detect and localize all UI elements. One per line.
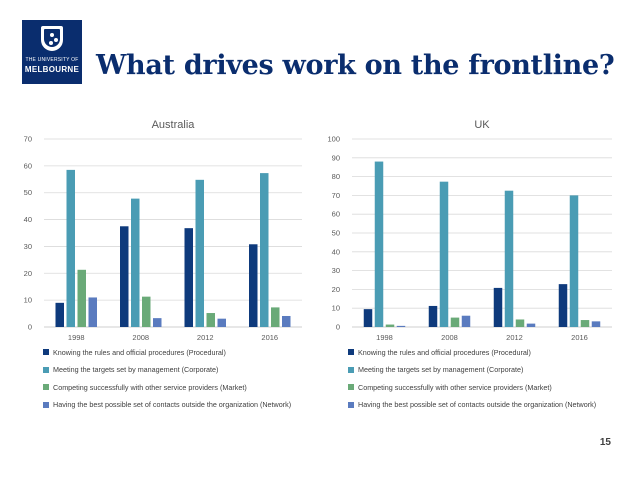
y-tick-label: 90 bbox=[332, 153, 340, 162]
bar-2008-series-1 bbox=[428, 305, 438, 327]
chart-australia: Australia 0 10 20 30 40 50 60 70 1998 2008 2012 2016 bbox=[24, 119, 302, 342]
legend-item: Competing successfully with other servic… bbox=[348, 381, 552, 393]
legend-swatch bbox=[348, 366, 354, 373]
bar-2008-series-3 bbox=[142, 296, 151, 327]
y-tick-label: 60 bbox=[332, 210, 340, 219]
legend-item: Meeting the targets set by management (C… bbox=[43, 364, 218, 376]
legend-label: Knowing the rules and official procedure… bbox=[358, 347, 531, 357]
bar-2012-series-1 bbox=[493, 287, 503, 327]
x-tick-label: 2008 bbox=[441, 333, 458, 342]
bar-1998-series-2 bbox=[374, 161, 384, 327]
chart-uk: UK 0 10 20 30 40 50 60 70 80 90 100 1998 2008 2012 2016 bbox=[327, 119, 612, 342]
bar-2008-series-1 bbox=[120, 226, 129, 327]
legend-swatch bbox=[43, 384, 49, 390]
legend-item: Knowing the rules and official procedure… bbox=[43, 346, 226, 358]
x-tick-label: 2012 bbox=[197, 333, 214, 342]
y-tick-label: 10 bbox=[332, 304, 340, 313]
x-tick-label: 1998 bbox=[68, 333, 85, 342]
legend-label: Competing successfully with other servic… bbox=[358, 382, 552, 392]
bar-2016-series-3 bbox=[271, 307, 280, 327]
y-tick-label: 30 bbox=[332, 266, 340, 275]
y-tick-label: 0 bbox=[336, 323, 340, 332]
legend-swatch bbox=[43, 366, 49, 373]
bar-2008-series-4 bbox=[153, 318, 162, 327]
legend-swatch bbox=[43, 349, 49, 355]
bar-2008-series-2 bbox=[131, 198, 140, 327]
y-tick-label: 30 bbox=[24, 242, 32, 251]
y-tick-label: 60 bbox=[24, 161, 32, 170]
y-tick-label: 100 bbox=[327, 135, 340, 144]
crest-icon bbox=[41, 26, 63, 51]
logo-line-1: THE UNIVERSITY OF bbox=[25, 57, 79, 63]
y-tick-label: 80 bbox=[332, 172, 340, 181]
y-tick-label: 50 bbox=[24, 188, 32, 197]
legend-label: Having the best possible set of contacts… bbox=[53, 400, 292, 409]
bar-2012-series-4 bbox=[217, 318, 226, 327]
legend-item: Having the best possible set of contacts… bbox=[348, 399, 596, 411]
bar-2012-series-3 bbox=[515, 319, 525, 327]
y-tick-label: 20 bbox=[332, 285, 340, 294]
bar-1998-series-4 bbox=[396, 325, 406, 327]
bar-2016-series-2 bbox=[569, 195, 579, 327]
slide-title: What drives work on the frontline? bbox=[96, 50, 615, 81]
legend-swatch bbox=[348, 384, 354, 390]
y-tick-label: 20 bbox=[24, 269, 32, 278]
chart-title: UK bbox=[474, 119, 490, 131]
y-tick-label: 50 bbox=[332, 229, 340, 238]
bar-1998-series-1 bbox=[55, 302, 64, 327]
bar-2012-series-2 bbox=[195, 179, 204, 327]
legend-label: Meeting the targets set by management (C… bbox=[358, 365, 524, 374]
chart-title: Australia bbox=[152, 119, 196, 131]
bar-2016-series-4 bbox=[282, 315, 291, 327]
y-tick-label: 40 bbox=[332, 247, 340, 256]
bar-2012-series-4 bbox=[526, 323, 536, 327]
x-tick-label: 2008 bbox=[132, 333, 149, 342]
bar-2016-series-2 bbox=[260, 173, 269, 327]
bar-2016-series-3 bbox=[580, 320, 590, 327]
bar-2008-series-3 bbox=[450, 317, 460, 327]
legend-swatch bbox=[348, 349, 354, 355]
logo-line-2: MELBOURNE bbox=[24, 65, 80, 74]
bar-2012-series-3 bbox=[206, 313, 215, 327]
y-tick-label: 70 bbox=[24, 135, 32, 144]
bar-2008-series-4 bbox=[461, 315, 471, 327]
legend-item: Competing successfully with other servic… bbox=[43, 381, 247, 393]
bar-2016-series-1 bbox=[249, 244, 258, 327]
bar-2012-series-1 bbox=[184, 228, 193, 327]
bar-1998-series-3 bbox=[385, 324, 395, 327]
bar-2008-series-2 bbox=[439, 181, 449, 327]
legend-label: Competing successfully with other servic… bbox=[53, 382, 247, 392]
page-number: 15 bbox=[599, 437, 611, 448]
legend-swatch bbox=[43, 401, 49, 408]
bar-1998-series-4 bbox=[88, 297, 97, 327]
x-tick-label: 2012 bbox=[506, 333, 523, 342]
x-tick-label: 2016 bbox=[571, 333, 588, 342]
legend-item: Meeting the targets set by management (C… bbox=[348, 364, 523, 376]
legend-label: Knowing the rules and official procedure… bbox=[53, 347, 226, 357]
x-tick-label: 2016 bbox=[261, 333, 278, 342]
bar-1998-series-2 bbox=[66, 169, 75, 327]
bar-2016-series-4 bbox=[591, 321, 601, 327]
legend-label: Having the best possible set of contacts… bbox=[358, 400, 597, 409]
y-tick-label: 40 bbox=[24, 215, 32, 224]
y-tick-label: 10 bbox=[24, 296, 32, 305]
bar-2012-series-2 bbox=[504, 190, 514, 327]
bar-1998-series-1 bbox=[363, 309, 373, 327]
legend-item: Having the best possible set of contacts… bbox=[43, 399, 291, 411]
legend-swatch bbox=[348, 401, 354, 408]
university-logo: THE UNIVERSITY OF MELBOURNE bbox=[22, 20, 82, 84]
y-tick-label: 0 bbox=[28, 323, 32, 332]
y-tick-label: 70 bbox=[332, 191, 340, 200]
x-tick-label: 1998 bbox=[376, 333, 393, 342]
legend-label: Meeting the targets set by management (C… bbox=[53, 365, 219, 374]
bar-1998-series-3 bbox=[77, 269, 86, 327]
legend-item: Knowing the rules and official procedure… bbox=[348, 346, 531, 358]
bar-2016-series-1 bbox=[558, 284, 568, 327]
